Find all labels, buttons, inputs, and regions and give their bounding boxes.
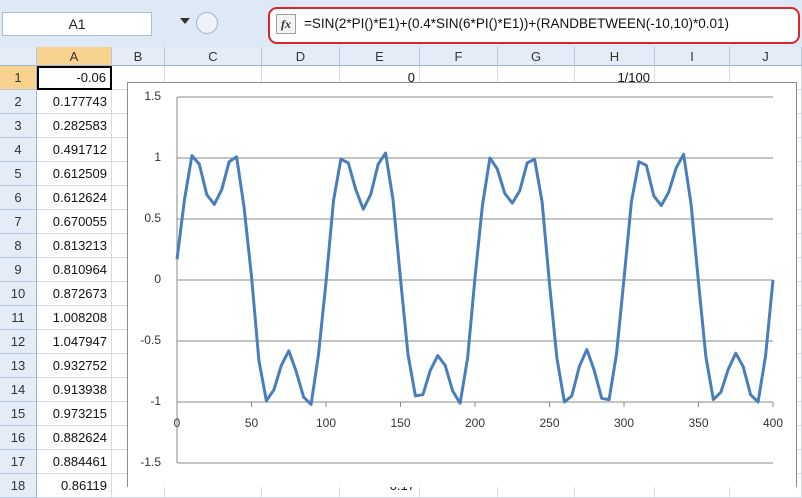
row-header[interactable]: 11 [0, 306, 37, 330]
name-box-dropdown[interactable] [180, 18, 190, 24]
cell[interactable]: 1.047947 [37, 330, 112, 354]
cell[interactable]: 0.872673 [37, 282, 112, 306]
row-header[interactable]: 8 [0, 234, 37, 258]
cell[interactable]: 0.884461 [37, 450, 112, 474]
column-header[interactable]: J [730, 47, 802, 66]
row-header[interactable]: 7 [0, 210, 37, 234]
x-tick-label: 250 [539, 416, 559, 430]
column-header[interactable]: B [112, 47, 165, 66]
formula-bar[interactable] [268, 7, 800, 44]
toolbar-button[interactable] [196, 12, 218, 34]
insert-function-button[interactable]: fx [276, 14, 296, 34]
x-tick-label: 300 [614, 416, 634, 430]
column-header[interactable]: A [37, 47, 112, 66]
cell[interactable]: 0.913938 [37, 378, 112, 402]
column-header[interactable]: I [655, 47, 730, 66]
column-header[interactable]: C [165, 47, 262, 66]
row-header[interactable]: 5 [0, 162, 37, 186]
x-tick-label: 350 [688, 416, 708, 430]
cell[interactable]: 0.813213 [37, 234, 112, 258]
column-header[interactable]: G [498, 47, 575, 66]
cell[interactable]: 0.810964 [37, 258, 112, 282]
y-tick-label: 0 [154, 272, 161, 286]
row-header[interactable]: 16 [0, 426, 37, 450]
column-header[interactable]: E [340, 47, 420, 66]
cell[interactable]: -0.06 [37, 66, 112, 90]
row-header[interactable]: 14 [0, 378, 37, 402]
cell[interactable]: 0.282583 [37, 114, 112, 138]
row-header[interactable]: 9 [0, 258, 37, 282]
x-tick-label: 50 [245, 416, 259, 430]
chart: -1.5 -1 -0.5 0 0.5 1 1.5 0 50 100 150 200 250 300 350 4… [127, 82, 797, 487]
x-tick-label: 200 [465, 416, 485, 430]
column-header[interactable]: D [262, 47, 340, 66]
y-tick-label: 1.5 [144, 89, 161, 103]
row-header[interactable]: 6 [0, 186, 37, 210]
cell[interactable]: 0.491712 [37, 138, 112, 162]
cell[interactable]: 0.882624 [37, 426, 112, 450]
y-tick-label: -1 [150, 394, 161, 408]
cell[interactable]: 0.612509 [37, 162, 112, 186]
row-header[interactable]: 12 [0, 330, 37, 354]
row-header[interactable]: 3 [0, 114, 37, 138]
x-tick-label: 150 [390, 416, 410, 430]
y-tick-label: -0.5 [140, 333, 161, 347]
select-all[interactable] [0, 47, 37, 66]
x-tick-label: 100 [316, 416, 336, 430]
row-header[interactable]: 17 [0, 450, 37, 474]
cell[interactable]: 0.177743 [37, 90, 112, 114]
y-tick-label: 1 [154, 150, 161, 164]
row-header[interactable]: 4 [0, 138, 37, 162]
name-box[interactable]: A1 [2, 12, 152, 36]
row-header[interactable]: 2 [0, 90, 37, 114]
cell[interactable]: 0.932752 [37, 354, 112, 378]
row-header[interactable]: 18 [0, 474, 37, 498]
x-tick-label: 400 [763, 416, 783, 430]
y-tick-label: -1.5 [140, 455, 161, 469]
cell[interactable]: 0.612624 [37, 186, 112, 210]
cell[interactable]: 0.973215 [37, 402, 112, 426]
chart-frame [127, 82, 797, 487]
row-header[interactable]: 10 [0, 282, 37, 306]
cell[interactable]: 0.86119 [37, 474, 112, 498]
data-line [175, 151, 775, 406]
y-tick-label: 0.5 [144, 211, 161, 225]
formula-text: =SIN(2*PI()*E1)+(0.4*SIN(6*PI()*E1))+(RA… [304, 16, 729, 31]
x-tick-label: 0 [174, 416, 181, 430]
row-header[interactable]: 13 [0, 354, 37, 378]
cell[interactable]: 1.008208 [37, 306, 112, 330]
row-header[interactable]: 1 [0, 66, 37, 90]
cell[interactable]: 0.670055 [37, 210, 112, 234]
column-header[interactable]: H [575, 47, 655, 66]
row-header[interactable]: 15 [0, 402, 37, 426]
column-header[interactable]: F [420, 47, 498, 66]
